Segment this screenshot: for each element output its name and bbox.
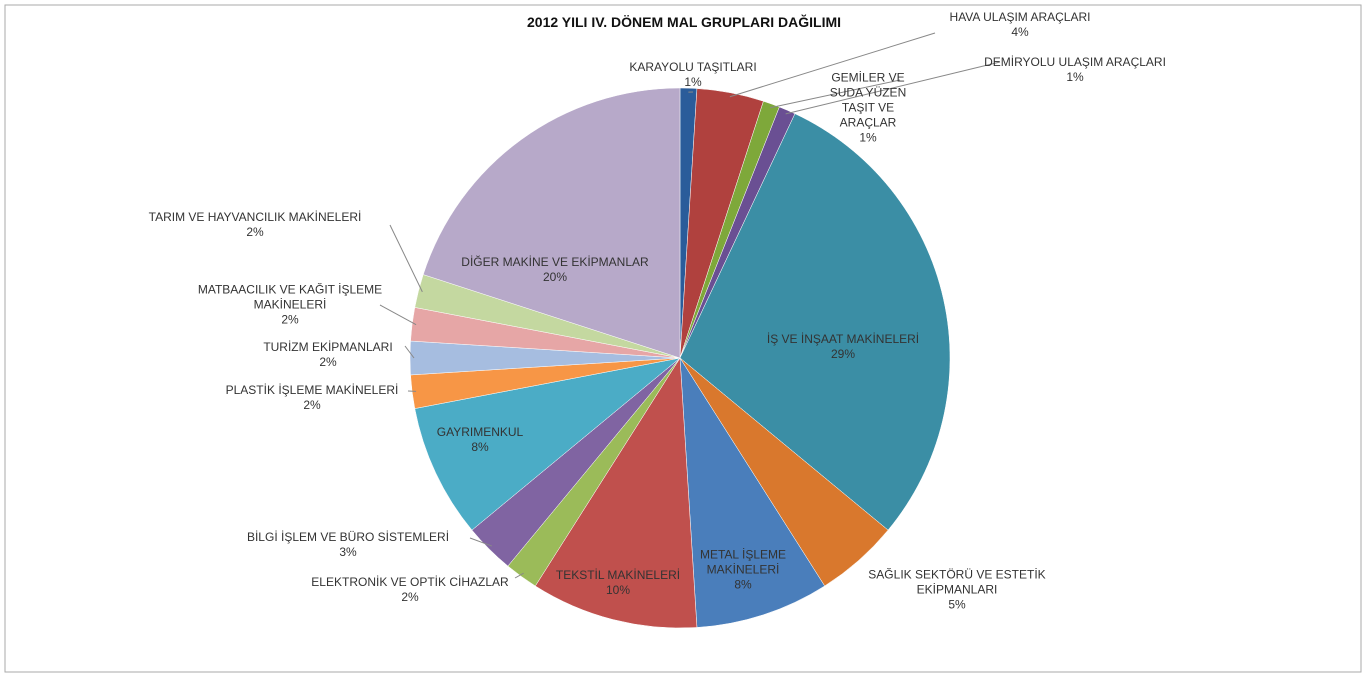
leader-line [469,537,493,547]
slice-name: HAVA ULAŞIM ARAÇLARI [949,10,1091,24]
slice-name: DİĞER MAKİNE VE EKİPMANLAR [461,255,649,269]
leader-line [785,61,1001,115]
slice-label: METAL İŞLEME MAKİNELERİ 8% [683,548,803,593]
slice-label: TEKSTİL MAKİNELERİ 10% [548,568,688,598]
leader-line [729,32,936,98]
slice-label: GAYRIMENKUL 8% [405,425,555,455]
leader-line [379,304,417,326]
pie-slice [534,357,698,629]
chart-frame [4,4,1362,673]
leader-line [404,345,415,359]
leader-line [389,224,423,293]
slice-value: 20% [542,270,568,284]
slice-value: 1% [859,130,877,145]
slice-value: 1% [684,75,702,89]
slice-name: GAYRIMENKUL [436,425,524,439]
slice-value: 8% [471,440,489,454]
slice-value: 8% [734,577,752,592]
slice-name: TURİZM EKİPMANLARI [263,340,393,354]
slice-label: TURİZM EKİPMANLARI 2% [243,340,413,370]
slice-name: İŞ VE İNŞAAT MAKİNELERİ [766,332,920,346]
slice-label: HAVA ULAŞIM ARAÇLARI 4% [920,10,1120,40]
slice-label: SAĞLIK SEKTÖRÜ VE ESTETİK EKİPMANLARI 5% [847,568,1067,613]
pie-slice [414,357,681,531]
slice-name: ELEKTRONİK VE OPTİK CİHAZLAR [311,575,509,589]
slice-value: 29% [830,347,856,361]
slice-value: 2% [319,355,337,369]
slice-label: İŞ VE İNŞAAT MAKİNELERİ 29% [743,332,943,362]
slice-name: PLASTİK İŞLEME MAKİNELERİ [225,383,399,397]
slice-label: BİLGİ İŞLEM VE BÜRO SİSTEMLERİ 3% [223,530,473,560]
slice-label: TARIM VE HAYVANCILIK MAKİNELERİ 2% [120,210,390,240]
slice-value: 2% [246,225,264,239]
slice-value: 2% [281,312,299,327]
slice-name: KARAYOLU TAŞITLARI [629,60,757,74]
slice-label: DİĞER MAKİNE VE EKİPMANLAR 20% [440,255,670,285]
slice-value: 2% [401,590,419,604]
slice-name: TARIM VE HAYVANCILIK MAKİNELERİ [148,210,362,224]
slice-name: GEMİLER VE SUDA YÜZEN TAŞIT VE ARAÇLAR [829,70,907,130]
slice-value: 3% [339,545,357,559]
leader-line [514,572,524,579]
leader-line [769,79,901,109]
slice-name: DEMİRYOLU ULAŞIM ARAÇLARI [984,55,1166,69]
pie-slice [679,113,951,531]
chart-title: 2012 YILI IV. DÖNEM MAL GRUPLARI DAĞILIM… [526,14,842,30]
slice-value: 4% [1011,25,1029,39]
slice-name: METAL İŞLEME MAKİNELERİ [699,547,787,577]
pie-slice [679,357,826,628]
slice-label: MATBAACILIK VE KAĞIT İŞLEME MAKİNELERİ 2% [190,283,390,328]
slice-value: 1% [1066,70,1084,84]
slice-name: TEKSTİL MAKİNELERİ [555,568,681,582]
slice-label: PLASTİK İŞLEME MAKİNELERİ 2% [207,383,417,413]
slice-value: 10% [605,583,631,597]
slice-label: ELEKTRONİK VE OPTİK CİHAZLAR 2% [290,575,530,605]
slice-label: KARAYOLU TAŞITLARI 1% [608,60,778,90]
slice-value: 2% [303,398,321,412]
slice-name: SAĞLIK SEKTÖRÜ VE ESTETİK EKİPMANLARI [868,567,1046,597]
slice-name: BİLGİ İŞLEM VE BÜRO SİSTEMLERİ [246,530,450,544]
slice-value: 5% [948,597,966,612]
slice-label: DEMİRYOLU ULAŞIM ARAÇLARI 1% [960,55,1190,85]
slice-name: MATBAACILIK VE KAĞIT İŞLEME MAKİNELERİ [197,282,383,312]
slice-label: GEMİLER VE SUDA YÜZEN TAŞIT VE ARAÇLAR 1% [818,71,918,146]
pie-slice [422,87,681,359]
